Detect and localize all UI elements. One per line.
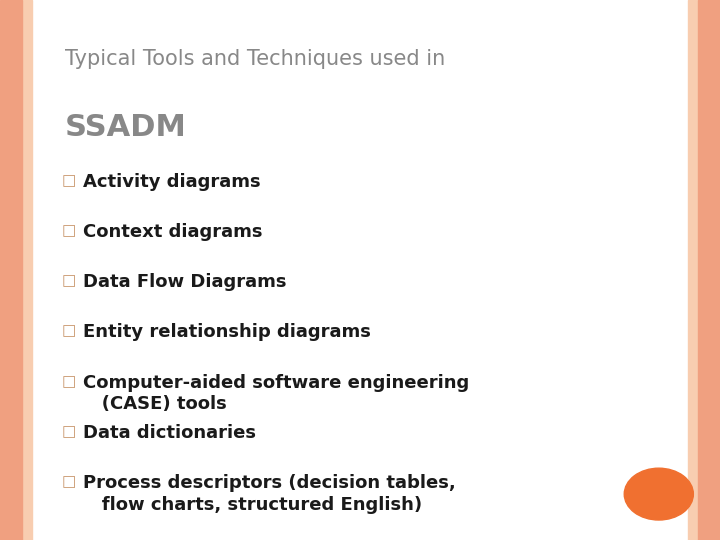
Text: Data dictionaries: Data dictionaries	[83, 424, 256, 442]
Text: Context diagrams: Context diagrams	[83, 223, 262, 241]
Text: Process descriptors (decision tables,
   flow charts, structured English): Process descriptors (decision tables, fl…	[83, 474, 456, 514]
Text: Entity relationship diagrams: Entity relationship diagrams	[83, 323, 371, 341]
Text: SSADM: SSADM	[65, 113, 186, 143]
Text: □: □	[61, 374, 76, 389]
Text: □: □	[61, 223, 76, 238]
Text: Computer-aided software engineering
   (CASE) tools: Computer-aided software engineering (CAS…	[83, 374, 469, 413]
Text: Data Flow Diagrams: Data Flow Diagrams	[83, 273, 287, 291]
Text: □: □	[61, 323, 76, 339]
Text: Typical Tools and Techniques used in: Typical Tools and Techniques used in	[65, 49, 445, 69]
Text: □: □	[61, 424, 76, 439]
Text: □: □	[61, 474, 76, 489]
Text: □: □	[61, 273, 76, 288]
Text: Activity diagrams: Activity diagrams	[83, 173, 261, 191]
Text: □: □	[61, 173, 76, 188]
